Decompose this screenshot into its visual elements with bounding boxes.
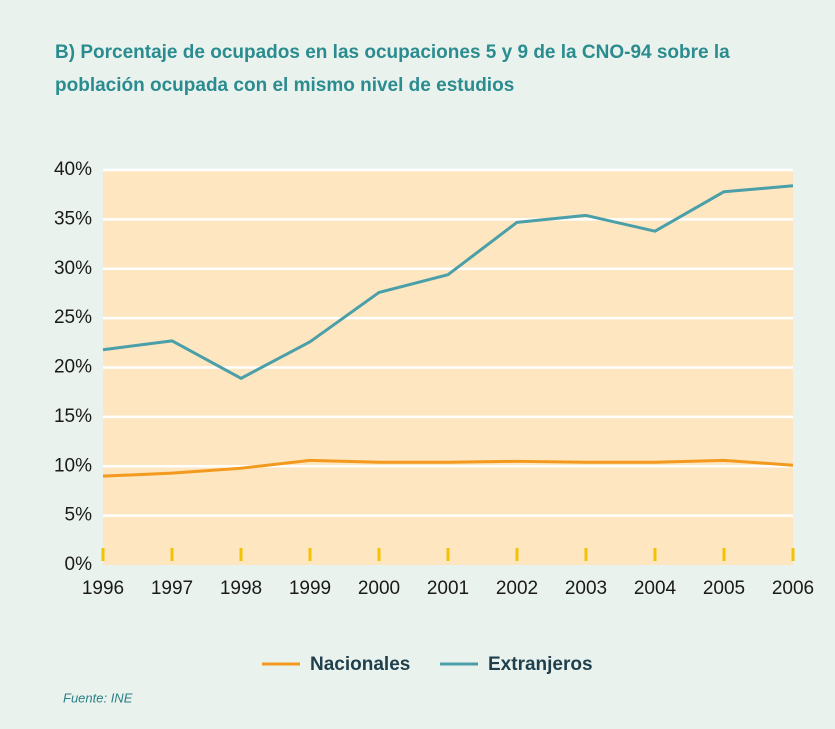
y-tick-label: 35% [54,208,92,229]
line [102,458,794,478]
chart-title: B) Porcentaje de ocupados en las ocupaci… [55,42,730,63]
y-tick-label: 40% [54,159,92,180]
x-tick-label: 2003 [565,578,607,599]
y-tick-label: 25% [54,307,92,328]
legend-label: Extranjeros [488,654,593,675]
x-tick-label: 1999 [289,578,331,599]
x-tick-label: 1997 [151,578,193,599]
y-tick-label: 15% [54,406,92,427]
x-tick-label: 1996 [82,578,124,599]
line [102,184,794,380]
legend-label: Nacionales [310,654,410,675]
source: Fuente: INE [63,690,133,705]
y-tick-label: 0% [65,554,93,575]
x-tick-label: 2006 [772,578,814,599]
x-tick-label: 2000 [358,578,400,599]
y-tick-label: 20% [54,357,92,378]
x-tick-label: 2005 [703,578,745,599]
chart-title: población ocupada con el mismo nivel de … [55,75,514,96]
y-tick-label: 5% [65,505,93,526]
y-tick-label: 30% [54,258,92,279]
x-tick-label: 1998 [220,578,262,599]
y-tick-label: 10% [54,455,92,476]
x-tick-label: 2004 [634,578,677,599]
x-tick-label: 2002 [496,578,538,599]
x-tick-label: 2001 [427,578,469,599]
